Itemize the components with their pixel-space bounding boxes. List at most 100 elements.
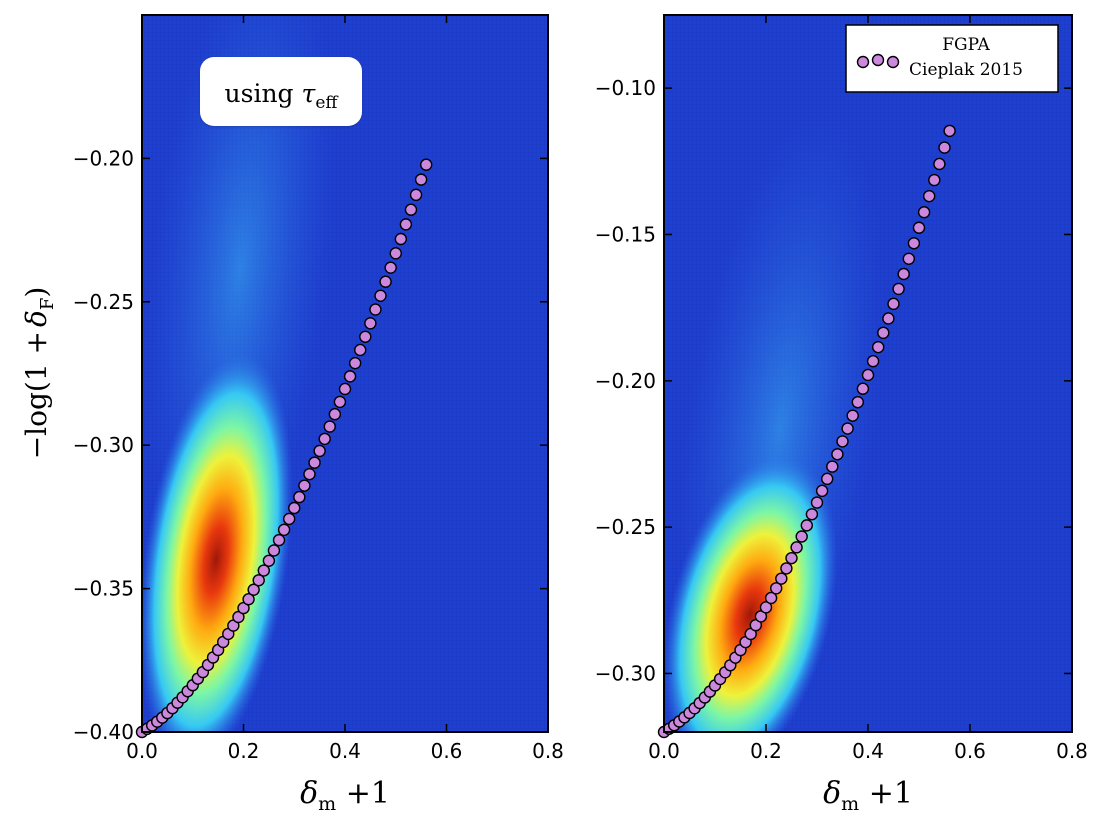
left-x-ticks: 0.0 0.2 0.4 0.6 0.8 <box>126 15 564 763</box>
left-xlabel-sub: m <box>318 793 336 815</box>
right-fgpa-point <box>805 508 819 521</box>
right-fgpa-point <box>836 435 849 448</box>
left-fgpa-point <box>359 330 372 343</box>
right-x-tick-label: 0.4 <box>852 739 884 763</box>
left-fgpa-point <box>267 544 281 557</box>
left-fgpa-point <box>384 261 397 274</box>
left-fgpa-point <box>394 232 408 246</box>
left-fgpa-point <box>252 574 265 587</box>
right-fgpa-point <box>790 541 803 554</box>
right-fgpa-point <box>938 141 951 154</box>
annotation-eff: eff <box>315 93 339 113</box>
left-fgpa-point <box>298 479 311 492</box>
left-fgpa-point <box>277 523 291 537</box>
left-fgpa-point <box>420 158 433 171</box>
right-fgpa-point <box>902 252 915 265</box>
legend-marker-1 <box>856 55 870 69</box>
left-fgpa-point <box>348 356 362 370</box>
left-fgpa-point <box>282 512 296 526</box>
right-x-tick-label: 0.6 <box>954 739 986 763</box>
left-x-tick-label: 0.2 <box>228 739 260 763</box>
right-x-tick-label: 0.0 <box>648 739 680 763</box>
right-fgpa-point <box>770 582 783 595</box>
left-fgpa-point <box>338 382 352 396</box>
right-y-tick-label: −0.25 <box>595 515 656 539</box>
right-x-ticks: 0.0 0.2 0.4 0.6 0.8 <box>648 15 1088 763</box>
left-y-tick-label: −0.20 <box>73 146 134 170</box>
left-fgpa-point <box>399 218 413 231</box>
right-fgpa-point <box>841 422 854 435</box>
left-fgpa-point <box>318 432 331 446</box>
right-fgpa-point <box>821 472 834 486</box>
right-fgpa-point <box>795 530 808 543</box>
right-fgpa-point <box>892 282 905 296</box>
right-fgpa-point <box>882 312 895 325</box>
ylabel-log: −log(1 + <box>20 331 53 459</box>
right-fgpa-point <box>866 355 880 368</box>
left-x-tick-label: 0.8 <box>532 739 564 763</box>
right-fgpa-point <box>877 326 890 340</box>
left-y-tick-label: −0.35 <box>73 577 134 601</box>
left-fgpa-point <box>288 501 301 515</box>
left-fgpa-point <box>257 564 270 577</box>
right-fgpa-point <box>780 562 793 575</box>
legend-marker-2 <box>871 53 885 67</box>
right-fgpa-point <box>831 448 844 461</box>
left-fgpa-point <box>389 247 402 260</box>
left-y-tick-label: −0.25 <box>73 290 134 314</box>
left-fgpa-point <box>414 173 428 186</box>
left-fgpa-point <box>262 554 276 567</box>
left-xlabel-delta: δ <box>300 776 318 811</box>
left-fgpa-point <box>303 467 316 481</box>
legend-label-fgpa: FGPA <box>942 35 990 55</box>
right-fgpa-point <box>917 206 931 219</box>
right-xlabel-delta: δ <box>823 776 841 811</box>
annotation-text: using τeff <box>225 79 340 113</box>
legend-marker-3 <box>886 55 900 69</box>
right-fgpa-point <box>785 551 798 565</box>
left-fgpa-point <box>409 188 423 202</box>
right-y-tick-label: −0.30 <box>595 661 656 685</box>
right-fgpa-point <box>810 496 824 509</box>
right-fgpa-point <box>923 189 936 203</box>
left-y-tick-label: −0.30 <box>73 433 134 457</box>
left-x-tick-label: 0.0 <box>126 739 158 763</box>
right-fgpa-point <box>775 572 788 585</box>
left-fgpa-point <box>374 289 387 302</box>
left-fgpa-point <box>379 275 392 288</box>
right-x-tick-label: 0.8 <box>1056 739 1088 763</box>
right-fgpa-point <box>851 395 864 409</box>
legend-label-cieplak: Cieplak 2015 <box>909 60 1023 80</box>
right-fgpa-point <box>815 484 829 498</box>
right-fgpa-point <box>826 460 839 473</box>
right-fgpa-point <box>887 297 900 311</box>
left-fgpa-point <box>354 343 367 357</box>
right-fgpa-point <box>846 409 859 422</box>
left-fgpa-point <box>247 583 260 596</box>
left-y-axis-label: −log(1 + δF) <box>20 287 58 460</box>
annotation-box <box>200 57 362 126</box>
left-fgpa-point <box>293 490 306 504</box>
right-fgpa-point <box>907 237 921 250</box>
right-fgpa-point <box>759 601 773 614</box>
left-fgpa-point <box>369 303 382 316</box>
right-fgpa-point <box>861 368 875 382</box>
right-fgpa-point <box>754 610 768 623</box>
right-y-tick-label: −0.10 <box>595 76 656 100</box>
right-y-tick-label: −0.15 <box>595 222 656 246</box>
left-fgpa-point <box>333 395 347 409</box>
ylabel-close: ) <box>20 287 53 298</box>
left-fgpa-point <box>272 533 286 547</box>
left-fgpa-point <box>308 456 321 469</box>
right-fgpa-point <box>912 221 926 234</box>
left-plot: 0.0 0.2 0.4 0.6 0.8 −0.40 −0.35 −0.30 −0.25 −0.2… <box>20 14 564 815</box>
left-fgpa-point <box>323 420 336 433</box>
right-fgpa-point <box>928 173 941 187</box>
legend: FGPA Cieplak 2015 <box>845 24 1059 93</box>
right-xlabel-tail: +1 <box>859 776 913 811</box>
right-fgpa-point <box>856 382 870 395</box>
left-y-tick-label: −0.40 <box>73 720 134 744</box>
right-plot: 0.0 0.2 0.4 0.6 0.8 −0.30 −0.25 −0.20 −0.15 −0.1… <box>595 14 1088 815</box>
left-y-ticks: −0.40 −0.35 −0.30 −0.25 −0.20 <box>73 146 548 744</box>
